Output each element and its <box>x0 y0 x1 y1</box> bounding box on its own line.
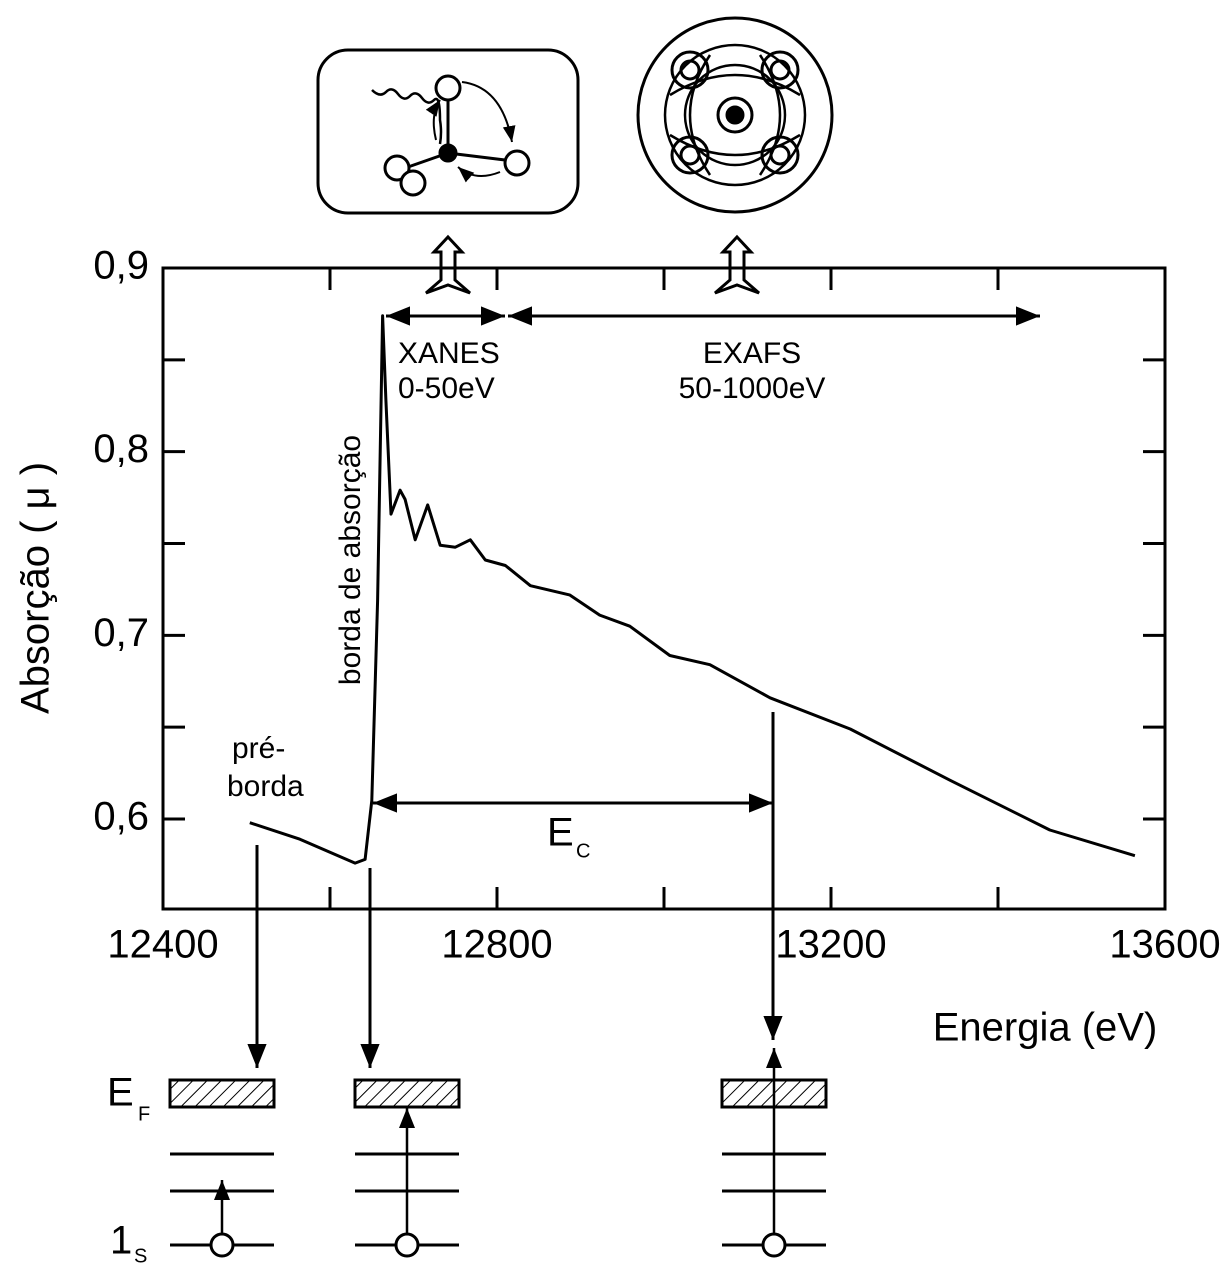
x-tick-label: 12800 <box>441 923 552 967</box>
y-tick-label: 0,7 <box>93 611 149 655</box>
level-label-subscript: S <box>134 1245 147 1264</box>
absorption-curve <box>249 314 1136 865</box>
x-tick-label: 12400 <box>107 923 218 967</box>
annotation-arrows <box>247 306 1040 1068</box>
y-tick-label: 0,9 <box>93 244 149 288</box>
y-axis-label: Absorção ( μ ) <box>14 462 58 714</box>
y-tick-label: 0,6 <box>93 795 149 839</box>
annotation: XANES <box>398 337 500 370</box>
annotation: borda <box>227 770 304 803</box>
x-axis-label: Energia (eV) <box>933 1006 1158 1050</box>
exafs-inset <box>636 16 834 214</box>
annotation: 50-1000eV <box>679 372 826 405</box>
annotation: EXAFS <box>703 337 801 370</box>
annotation: borda de absorção <box>334 435 367 685</box>
y-tick-label: 0,8 <box>93 427 149 471</box>
level-label: 1 <box>110 1219 132 1263</box>
level-label-subscript: F <box>138 1103 150 1125</box>
annotation: pré- <box>232 732 285 765</box>
x-tick-label: 13200 <box>775 923 886 967</box>
hollow-arrows <box>425 234 760 295</box>
annotation-subscript: C <box>576 840 590 862</box>
level-label: E <box>107 1071 134 1115</box>
energy-levels <box>168 1048 828 1258</box>
annotation: 0-50eV <box>398 372 495 405</box>
xanes-inset <box>316 48 580 215</box>
annotation: E <box>547 811 574 855</box>
x-tick-label: 13600 <box>1109 923 1220 967</box>
